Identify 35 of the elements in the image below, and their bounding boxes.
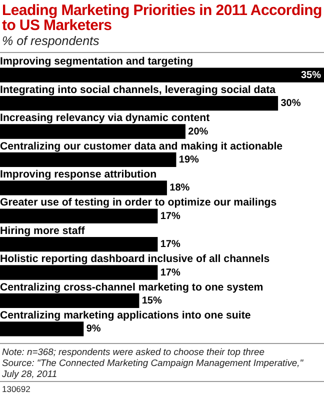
text: 130692 — [0, 381, 324, 396]
bar — [0, 236, 158, 252]
data-label: 20% — [188, 126, 208, 138]
bar — [0, 124, 186, 139]
y-tick-label: Improving response attribution — [0, 168, 157, 181]
bar — [0, 293, 140, 308]
data-label: 15% — [142, 295, 162, 306]
bar — [0, 96, 278, 111]
y-tick-label: Centralizing marketing applications into one suite — [0, 310, 251, 322]
data-label: 17% — [160, 210, 180, 222]
y-tick-label: Greater use of testing in order to optimize our mailings — [0, 196, 277, 209]
source-note: Source: "The Connected Marketing Campaign Management Imperative," July 28, 2011 — [2, 357, 304, 379]
y-tick-label: Hiring more staff — [0, 224, 86, 237]
bar — [0, 322, 84, 336]
y-tick-label: Increasing relevancy via dynamic content — [0, 112, 210, 124]
data-label: 17% — [160, 267, 180, 278]
data-label: 18% — [170, 182, 190, 194]
chart-title: Leading Marketing Priorities in 2011 According to US Marketers — [1, 1, 323, 34]
y-tick-label: Holistic reporting dashboard inclusive of all channels — [0, 253, 270, 266]
y-tick-label: Improving segmentation and targeting — [0, 56, 194, 68]
data-label: 30% — [280, 98, 301, 110]
y-tick-label: Centralizing cross-channel marketing to one system — [0, 281, 264, 294]
y-tick-label: Centralizing our customer data and making it actionable — [0, 140, 283, 152]
data-label: 35% — [300, 70, 322, 81]
bar — [0, 208, 158, 224]
y-tick-label: Integrating into social channels, leveraging social data — [0, 84, 276, 96]
data-label: 17% — [160, 239, 180, 250]
text: Note: n=368; respondents were asked to choose their top three — [2, 346, 264, 357]
bar — [0, 68, 324, 82]
data-label: 9% — [86, 324, 101, 335]
bar — [0, 152, 176, 168]
data-label: 19% — [178, 154, 200, 166]
bar — [0, 265, 158, 280]
chart-subtitle: % of respondents — [0, 33, 324, 53]
bar — [0, 180, 167, 196]
